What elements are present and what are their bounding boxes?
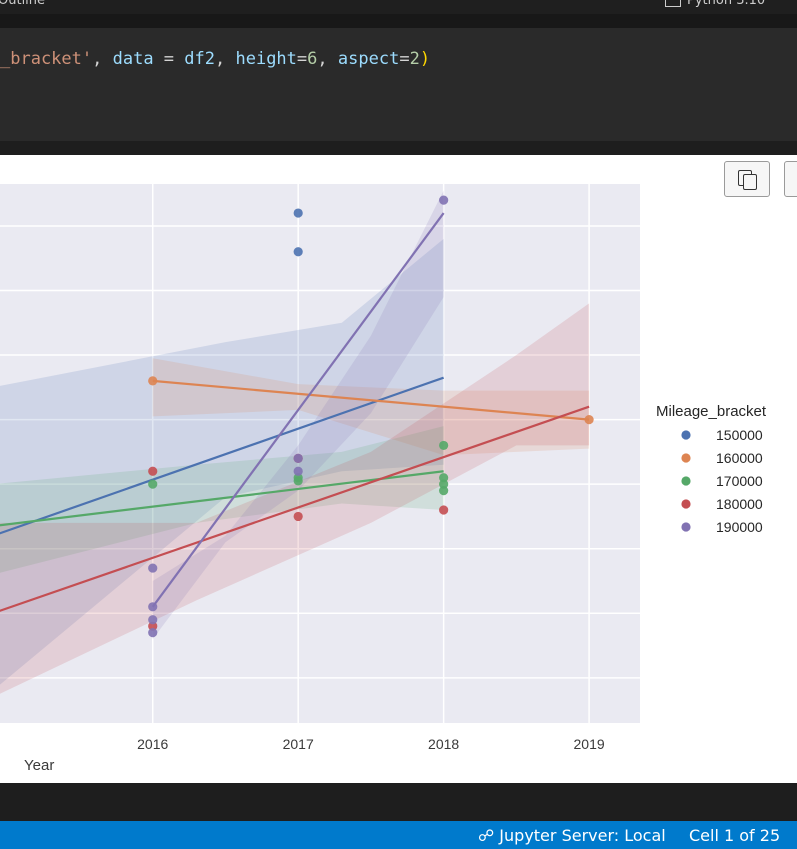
data-point-180000 [439,505,449,515]
code-token-height-kw: height [235,49,297,69]
code-token-eq: = [153,49,185,69]
code-token-eq: = [399,49,410,69]
ci-band-190000 [152,190,444,640]
plot-area [0,184,640,723]
data-point-170000 [293,473,303,483]
data-point-180000 [148,621,158,631]
data-point-170000 [439,479,449,489]
legend-label-180000: 180000 [716,496,763,512]
copy-output-button[interactable] [724,161,770,197]
code-token-aspect-val: 2 [409,49,420,69]
output-separator [0,141,797,155]
data-point-190000 [148,628,158,638]
code-token-data-kw: data [112,49,154,69]
code-token-df-var: df2 [184,49,215,69]
legend-label-160000: 160000 [716,450,763,466]
ci-band-160000 [152,358,590,456]
notebook-footer-area [0,783,797,821]
kernel-selector[interactable]: Python 3.10 [665,0,765,8]
legend-title: Mileage_bracket [656,403,767,420]
code-token-comma: , [317,49,338,69]
data-point-190000 [293,466,303,476]
plug-icon: ☍ [478,826,500,845]
code-token-comma: , [215,49,236,69]
regression-line-170000 [0,470,444,527]
code-token-eq: = [296,49,308,69]
legend-marker-150000 [681,430,691,440]
top-bar: Outline Python 3.10 [0,0,797,14]
data-point-170000 [439,440,449,451]
legend-marker-180000 [681,499,691,509]
more-output-button[interactable] [784,161,797,197]
data-point-190000 [148,602,158,612]
code-cell[interactable] [0,28,797,141]
jupyter-server-status[interactable]: ☍ Jupyter Server: Local [478,826,666,845]
x-tick-label: 2016 [137,736,168,752]
code-token-string: _bracket' [0,49,93,69]
data-point-190000 [148,615,158,625]
legend-marker-170000 [681,476,691,486]
legend-marker-160000 [681,453,691,463]
regression-line-190000 [151,212,445,608]
cell-position[interactable]: Cell 1 of 25 [689,826,781,845]
kernel-icon [665,0,681,7]
legend-marker-190000 [681,522,691,532]
data-point-190000 [148,563,158,573]
legend-label-150000: 150000 [716,427,763,443]
regression-line-180000 [0,405,590,612]
data-point-180000 [293,511,303,522]
x-axis-label: Year [24,757,54,774]
regression-line-160000 [152,379,590,421]
data-point-190000 [439,195,449,205]
data-point-170000 [439,473,449,483]
outline-label[interactable]: Outline [0,0,46,8]
data-point-180000 [148,466,158,476]
legend-label-170000: 170000 [716,473,763,489]
data-point-190000 [293,453,303,463]
data-point-150000 [293,247,303,257]
data-point-170000 [148,479,158,489]
data-point-150000 [293,208,303,218]
legend-label-190000: 190000 [716,519,763,535]
code-token-paren: ) [419,49,431,69]
ci-band-170000 [0,426,444,573]
x-tick-label: 2019 [574,736,605,752]
status-bar: ☍ Jupyter Server: Local Cell 1 of 25 [0,821,797,849]
x-tick-label: 2017 [283,736,314,752]
code-token-aspect-kw: aspect [337,49,400,69]
code-token-comma: , [92,49,113,69]
code-line: _bracket', data = df2, height=6, aspect=… [0,49,430,69]
data-point-160000 [584,415,594,425]
data-point-170000 [439,486,449,496]
data-point-160000 [148,376,158,386]
regression-plot: 2016 2017 2018 2019 Year Mileage_bracket 15000… [0,184,767,774]
kernel-label: Python 3.10 [687,0,766,8]
ci-band-180000 [0,303,590,694]
regression-line-150000 [0,376,445,535]
code-token-height-val: 6 [307,49,318,69]
x-tick-label: 2018 [428,736,459,752]
cell-divider [0,14,797,28]
